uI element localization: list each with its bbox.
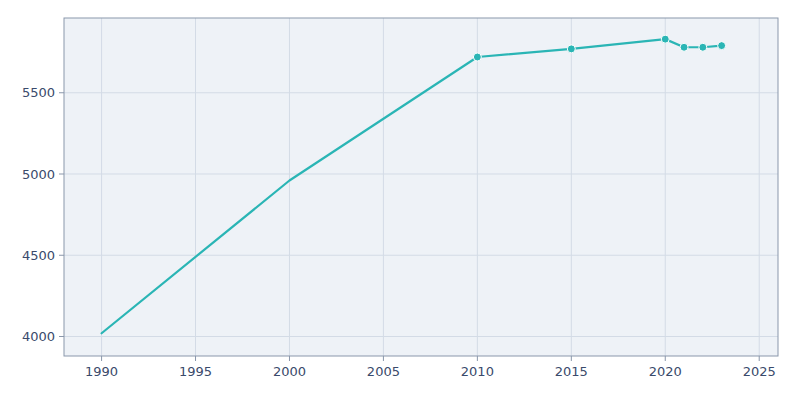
y-tick (59, 255, 64, 256)
marker (473, 53, 481, 61)
x-grid-line (571, 18, 572, 356)
x-tick-label: 2010 (461, 364, 494, 379)
x-tick-label: 2020 (649, 364, 682, 379)
x-tick (195, 356, 196, 361)
x-grid-line (665, 18, 666, 356)
plot-background (64, 18, 778, 356)
x-tick (571, 356, 572, 361)
x-tick-label: 1995 (179, 364, 212, 379)
x-grid-line (289, 18, 290, 356)
x-grid-line (383, 18, 384, 356)
marker (661, 35, 669, 43)
y-tick (59, 336, 64, 337)
x-tick-label: 2005 (367, 364, 400, 379)
marks (102, 35, 726, 333)
x-grid-line (195, 18, 196, 356)
y-grid-line (64, 336, 778, 337)
x-tick (289, 356, 290, 361)
axes: 1990 1995 2000 2005 2010 2015 2020 2025 4000 4500… (22, 85, 776, 379)
x-grid-line (101, 18, 102, 356)
chart-container: 1990 1995 2000 2005 2010 2015 2020 2025 4000 4500… (0, 0, 800, 400)
y-tick (59, 174, 64, 175)
plot-frame (64, 18, 778, 356)
grid (64, 18, 778, 356)
x-tick-label: 2000 (273, 364, 306, 379)
y-tick-label: 4000 (22, 329, 55, 344)
y-tick (59, 92, 64, 93)
y-tick-label: 5500 (22, 85, 55, 100)
x-grid-line (759, 18, 760, 356)
x-tick (383, 356, 384, 361)
marker (680, 43, 688, 51)
x-tick-label: 2025 (743, 364, 776, 379)
chart: 1990 1995 2000 2005 2010 2015 2020 2025 4000 4500… (0, 0, 800, 400)
marker (567, 45, 575, 53)
x-tick (759, 356, 760, 361)
x-grid-line (477, 18, 478, 356)
y-tick-label: 4500 (22, 248, 55, 263)
marker (718, 42, 726, 50)
marker (699, 43, 707, 51)
line (102, 39, 722, 333)
y-grid-line (64, 255, 778, 256)
x-tick-label: 1990 (85, 364, 118, 379)
y-tick-label: 5000 (22, 167, 55, 182)
x-tick-label: 2015 (555, 364, 588, 379)
x-tick (477, 356, 478, 361)
y-grid-line (64, 174, 778, 175)
x-tick (101, 356, 102, 361)
x-tick (665, 356, 666, 361)
